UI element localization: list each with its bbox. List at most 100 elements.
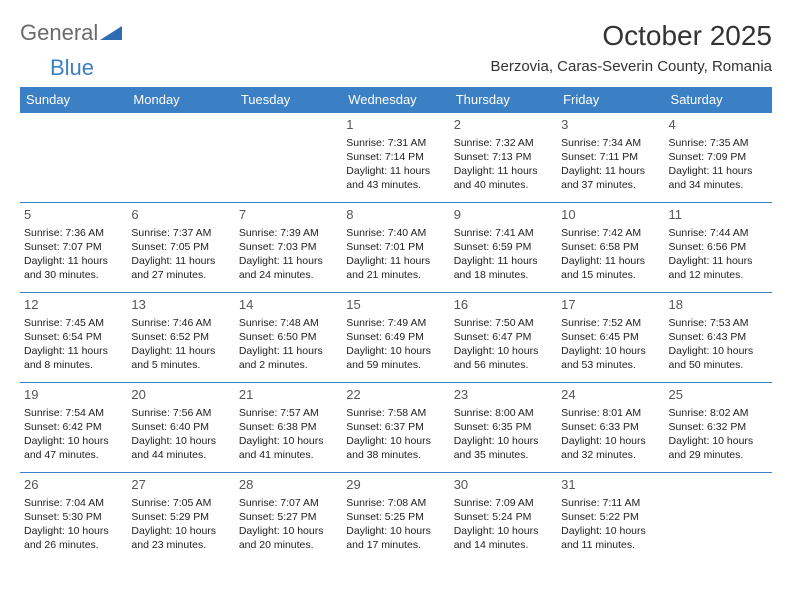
calendar-day-cell: 5Sunrise: 7:36 AMSunset: 7:07 PMDaylight… (20, 203, 127, 293)
daylight-text: Daylight: 10 hours (561, 434, 660, 448)
sunset-text: Sunset: 6:56 PM (669, 240, 768, 254)
day-number: 20 (131, 386, 230, 404)
day-number: 10 (561, 206, 660, 224)
day-number: 15 (346, 296, 445, 314)
sunset-text: Sunset: 7:01 PM (346, 240, 445, 254)
calendar-week-row: 19 Sunrise: 7:54 AMSunset: 6:42 PM Dayligh… (20, 383, 772, 473)
logo-text-general: General (20, 20, 98, 46)
day-number: 29 (346, 476, 445, 494)
sunset-text: Sunset: 6:52 PM (131, 330, 230, 344)
sunset-text: Sunset: 7:09 PM (669, 150, 768, 164)
day-number: 25 (669, 386, 768, 404)
daylight-text: and 29 minutes. (669, 448, 768, 462)
sunrise-text: Sunrise: 7:34 AM (561, 136, 660, 150)
sunrise-text: Sunrise: 7:11 AM (561, 496, 660, 510)
daylight-text: and 59 minutes. (346, 358, 445, 372)
sunset-text: Sunset: 6:42 PM (24, 420, 123, 434)
sunset-text: Sunset: 5:25 PM (346, 510, 445, 524)
weekday-header: Friday (557, 87, 664, 113)
sunrise-text: Sunrise: 7:08 AM (346, 496, 445, 510)
day-number: 31 (561, 476, 660, 494)
day-number: 11 (669, 206, 768, 224)
sunset-text: Sunset: 5:24 PM (454, 510, 553, 524)
location-text: Berzovia, Caras-Severin County, Romania (490, 58, 772, 75)
day-number: 27 (131, 476, 230, 494)
sunset-text: Sunset: 6:40 PM (131, 420, 230, 434)
calendar-day-cell: 21Sunrise: 7:57 AMSunset: 6:38 PMDayligh… (235, 383, 342, 473)
day-number: 14 (239, 296, 338, 314)
daylight-text: Daylight: 11 hours (346, 164, 445, 178)
sunrise-text: Sunrise: 7:52 AM (561, 316, 660, 330)
daylight-text: and 27 minutes. (131, 268, 230, 282)
weekday-header: Sunday (20, 87, 127, 113)
sunrise-text: Sunrise: 7:05 AM (131, 496, 230, 510)
calendar-day-cell: 27Sunrise: 7:05 AMSunset: 5:29 PMDayligh… (127, 473, 234, 563)
sunset-text: Sunset: 7:11 PM (561, 150, 660, 164)
daylight-text: Daylight: 10 hours (561, 524, 660, 538)
sunrise-text: Sunrise: 7:35 AM (669, 136, 768, 150)
calendar-week-row: 5Sunrise: 7:36 AMSunset: 7:07 PMDaylight… (20, 203, 772, 293)
sunset-text: Sunset: 5:29 PM (131, 510, 230, 524)
sunrise-text: Sunrise: 7:54 AM (24, 406, 123, 420)
daylight-text: Daylight: 11 hours (24, 254, 123, 268)
logo-text-blue: Blue (50, 55, 94, 80)
calendar-empty-cell (20, 113, 127, 203)
calendar-week-row: 12Sunrise: 7:45 AMSunset: 6:54 PMDayligh… (20, 293, 772, 383)
daylight-text: Daylight: 11 hours (561, 164, 660, 178)
day-number: 9 (454, 206, 553, 224)
sunset-text: Sunset: 6:50 PM (239, 330, 338, 344)
daylight-text: and 40 minutes. (454, 178, 553, 192)
sunset-text: Sunset: 6:37 PM (346, 420, 445, 434)
daylight-text: and 35 minutes. (454, 448, 553, 462)
daylight-text: and 14 minutes. (454, 538, 553, 552)
calendar-empty-cell (235, 113, 342, 203)
sunrise-text: Sunrise: 7:50 AM (454, 316, 553, 330)
day-number: 21 (239, 386, 338, 404)
weekday-header: Thursday (450, 87, 557, 113)
sunset-text: Sunset: 6:45 PM (561, 330, 660, 344)
daylight-text: Daylight: 10 hours (239, 524, 338, 538)
daylight-text: and 43 minutes. (346, 178, 445, 192)
day-number: 24 (561, 386, 660, 404)
calendar-day-cell: 28Sunrise: 7:07 AMSunset: 5:27 PMDayligh… (235, 473, 342, 563)
day-number: 18 (669, 296, 768, 314)
weekday-header: Tuesday (235, 87, 342, 113)
sunrise-text: Sunrise: 7:41 AM (454, 226, 553, 240)
title-block: October 2025 Berzovia, Caras-Severin Cou… (490, 20, 772, 75)
daylight-text: Daylight: 10 hours (346, 344, 445, 358)
calendar-day-cell: 3Sunrise: 7:34 AMSunset: 7:11 PMDaylight… (557, 113, 664, 203)
daylight-text: and 12 minutes. (669, 268, 768, 282)
calendar-day-cell: 12Sunrise: 7:45 AMSunset: 6:54 PMDayligh… (20, 293, 127, 383)
daylight-text: Daylight: 11 hours (454, 254, 553, 268)
weekday-header-row: SundayMondayTuesdayWednesdayThursdayFrid… (20, 87, 772, 113)
calendar-empty-cell (127, 113, 234, 203)
sunset-text: Sunset: 7:05 PM (131, 240, 230, 254)
day-number: 4 (669, 116, 768, 134)
daylight-text: and 2 minutes. (239, 358, 338, 372)
calendar-table: SundayMondayTuesdayWednesdayThursdayFrid… (20, 87, 772, 562)
sunset-text: Sunset: 6:49 PM (346, 330, 445, 344)
sunrise-text: Sunrise: 7:39 AM (239, 226, 338, 240)
daylight-text: Daylight: 11 hours (131, 254, 230, 268)
daylight-text: Daylight: 10 hours (454, 434, 553, 448)
daylight-text: and 5 minutes. (131, 358, 230, 372)
sunrise-text: Sunrise: 7:37 AM (131, 226, 230, 240)
sunrise-text: Sunrise: 8:02 AM (669, 406, 768, 420)
day-number: 19 (24, 386, 123, 404)
day-number: 22 (346, 386, 445, 404)
daylight-text: and 24 minutes. (239, 268, 338, 282)
daylight-text: Daylight: 11 hours (131, 344, 230, 358)
sunset-text: Sunset: 7:03 PM (239, 240, 338, 254)
daylight-text: and 30 minutes. (24, 268, 123, 282)
calendar-day-cell: 14Sunrise: 7:48 AMSunset: 6:50 PMDayligh… (235, 293, 342, 383)
day-number: 5 (24, 206, 123, 224)
day-number: 12 (24, 296, 123, 314)
calendar-day-cell: 15Sunrise: 7:49 AMSunset: 6:49 PMDayligh… (342, 293, 449, 383)
calendar-day-cell: 9Sunrise: 7:41 AMSunset: 6:59 PMDaylight… (450, 203, 557, 293)
calendar-week-row: 1Sunrise: 7:31 AMSunset: 7:14 PMDaylight… (20, 113, 772, 203)
day-number: 1 (346, 116, 445, 134)
calendar-day-cell: 22Sunrise: 7:58 AMSunset: 6:37 PMDayligh… (342, 383, 449, 473)
daylight-text: Daylight: 11 hours (669, 254, 768, 268)
calendar-day-cell: 26Sunrise: 7:04 AMSunset: 5:30 PMDayligh… (20, 473, 127, 563)
sunrise-text: Sunrise: 7:40 AM (346, 226, 445, 240)
